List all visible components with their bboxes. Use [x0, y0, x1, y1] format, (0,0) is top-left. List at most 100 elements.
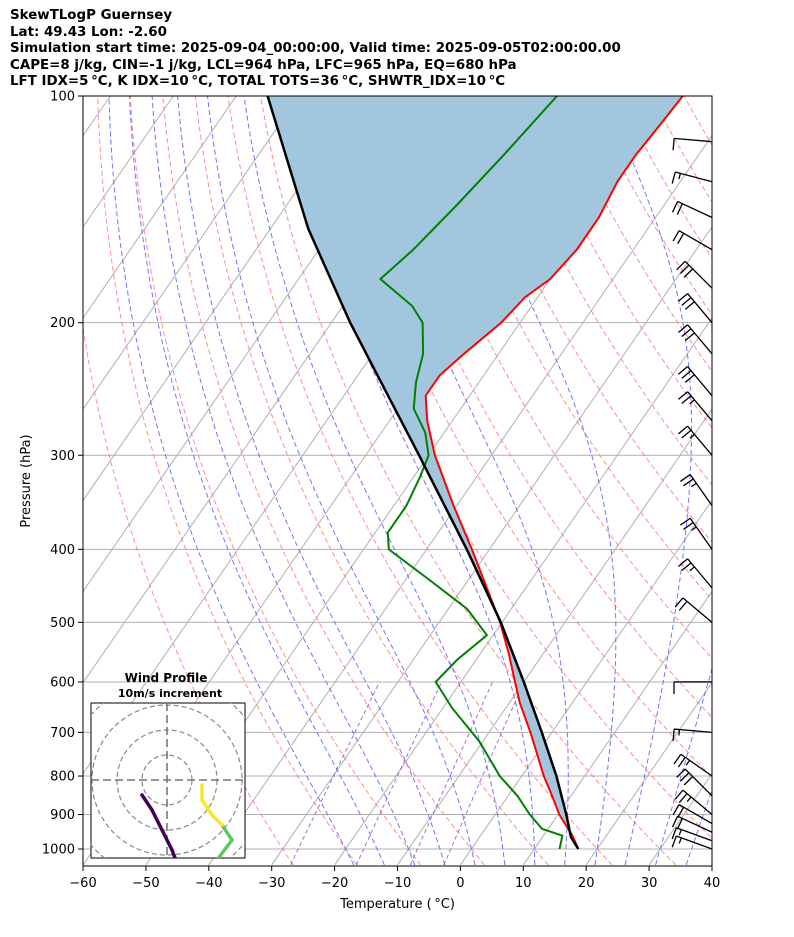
wind-barb-staff: [687, 366, 713, 397]
moist-adiabat-line: [353, 96, 569, 866]
x-tick-label: −40: [195, 876, 222, 891]
hodograph-segment: [170, 848, 177, 858]
wind-barb-staff: [682, 597, 713, 623]
dry-adiabat-line: [162, 96, 485, 866]
wind-barb-staff: [676, 827, 713, 842]
wind-barb-flag: [676, 768, 686, 778]
wind-barb-flag: [677, 233, 685, 245]
y-tick-label: 800: [50, 770, 75, 785]
dry-adiabat-line: [683, 96, 712, 146]
wind-barb: [671, 835, 713, 850]
wind-barb-flag: [677, 558, 688, 567]
dry-adiabat-line: [782, 96, 794, 865]
wind-barb: [680, 474, 713, 507]
y-axis-label: Pressure (hPa): [19, 434, 34, 527]
x-tick-label: 10: [515, 876, 532, 891]
y-tick-label: 600: [50, 675, 75, 690]
moist-adiabat-line: [129, 96, 385, 866]
hodograph-title: Wind Profile: [125, 671, 208, 685]
wind-barb-half-flag: [689, 433, 695, 439]
hodograph-segment: [212, 920, 227, 925]
hodograph-segment: [197, 915, 212, 920]
wind-barb-flag: [680, 474, 691, 482]
y-tick-label: 700: [50, 726, 75, 741]
wind-barb-flag: [683, 776, 694, 786]
wind-barb-half-flag: [685, 759, 691, 766]
x-tick-label: −50: [132, 876, 159, 891]
wind-barb-flag: [671, 171, 676, 184]
dry-adiabat-line: [520, 96, 712, 429]
header-location: Lat: 49.43 Lon: -2.60: [10, 24, 167, 40]
wind-barb-flag: [677, 391, 688, 400]
wind-barb: [677, 425, 713, 456]
isotherm-line: [585, 681, 712, 866]
wind-barb: [674, 789, 713, 816]
y-tick-label: 900: [50, 808, 75, 823]
temperature-line: [424, 96, 684, 850]
y-tick-label: 400: [50, 543, 75, 558]
isotherm-line: [334, 317, 712, 866]
hodograph-segment: [220, 823, 234, 842]
wind-barb-staff: [687, 293, 713, 324]
moist-adiabat-line: [604, 96, 692, 866]
wind-barb-half-flag: [678, 837, 682, 844]
isotherm-line: [271, 225, 712, 866]
wind-barb-staff: [687, 558, 713, 589]
wind-barb-half-flag: [678, 729, 681, 736]
wind-barb-flag: [678, 600, 688, 611]
wind-barb: [671, 171, 713, 184]
wind-barb: [677, 324, 713, 355]
wind-barb-half-flag: [678, 173, 682, 180]
wind-barb-staff: [677, 815, 713, 833]
wind-barb-staff: [687, 425, 713, 456]
wind-barb-staff: [689, 474, 713, 507]
wind-barb-flag: [683, 478, 694, 487]
x-tick-label: 20: [578, 876, 595, 891]
header-cape-indices: CAPE=8 j/kg, CIN=-1 j/kg, LCL=964 hPa, L…: [10, 57, 517, 73]
hodograph-segment: [150, 808, 174, 852]
wind-barb-flag: [678, 793, 688, 804]
wind-barb-flag: [677, 425, 688, 435]
wind-barb-flag: [684, 301, 695, 310]
wind-barb: [672, 137, 713, 151]
wind-barb: [672, 230, 713, 251]
hodograph-segment: [232, 905, 247, 920]
wind-barb-flag: [680, 517, 691, 526]
moist-adiabat-line: [243, 96, 506, 866]
wind-barb-flag: [673, 753, 682, 765]
dry-adiabat-line: [325, 96, 712, 779]
wind-barb-flag: [681, 395, 692, 404]
wind-barb-half-flag: [686, 796, 692, 802]
x-tick-label: 0: [456, 876, 464, 891]
wind-barb-flag: [677, 293, 688, 302]
wind-barb-staff: [689, 517, 713, 550]
x-tick-label: −30: [258, 876, 285, 891]
wind-barb-half-flag: [689, 566, 695, 572]
wind-barb-flag: [672, 804, 680, 816]
hodograph-subtitle: 10m/s increment: [118, 687, 222, 700]
moist-adiabat-line: [108, 96, 355, 866]
isotherm-line: [83, 96, 363, 502]
wind-barb: [677, 293, 713, 324]
wind-barb: [671, 827, 713, 842]
wind-barb-staff: [687, 391, 713, 422]
wind-barb-flag: [681, 370, 692, 379]
wind-barb-flag: [671, 201, 679, 213]
wind-barb-flag: [676, 818, 683, 830]
isotherm-line: [648, 772, 712, 866]
wind-barb-flag: [672, 230, 680, 242]
hodograph-segment: [242, 920, 247, 925]
dry-adiabat-line: [717, 96, 794, 865]
dry-adiabat-line: [194, 96, 549, 866]
wind-barb: [672, 728, 713, 742]
dry-adiabat-line: [357, 96, 712, 719]
chart-header: SkewTLogP Guernsey Lat: 49.43 Lon: -2.60…: [10, 8, 621, 91]
mixing-ratio-line: [290, 681, 381, 866]
wind-barb-staff: [684, 260, 713, 289]
header-title: SkewTLogP Guernsey: [10, 8, 173, 23]
wind-barb-flag: [676, 203, 683, 215]
wind-barb: [680, 517, 713, 550]
wind-barb-staff: [682, 789, 713, 816]
wind-barb-flag: [679, 772, 690, 782]
mixing-ratio-line: [409, 681, 494, 866]
